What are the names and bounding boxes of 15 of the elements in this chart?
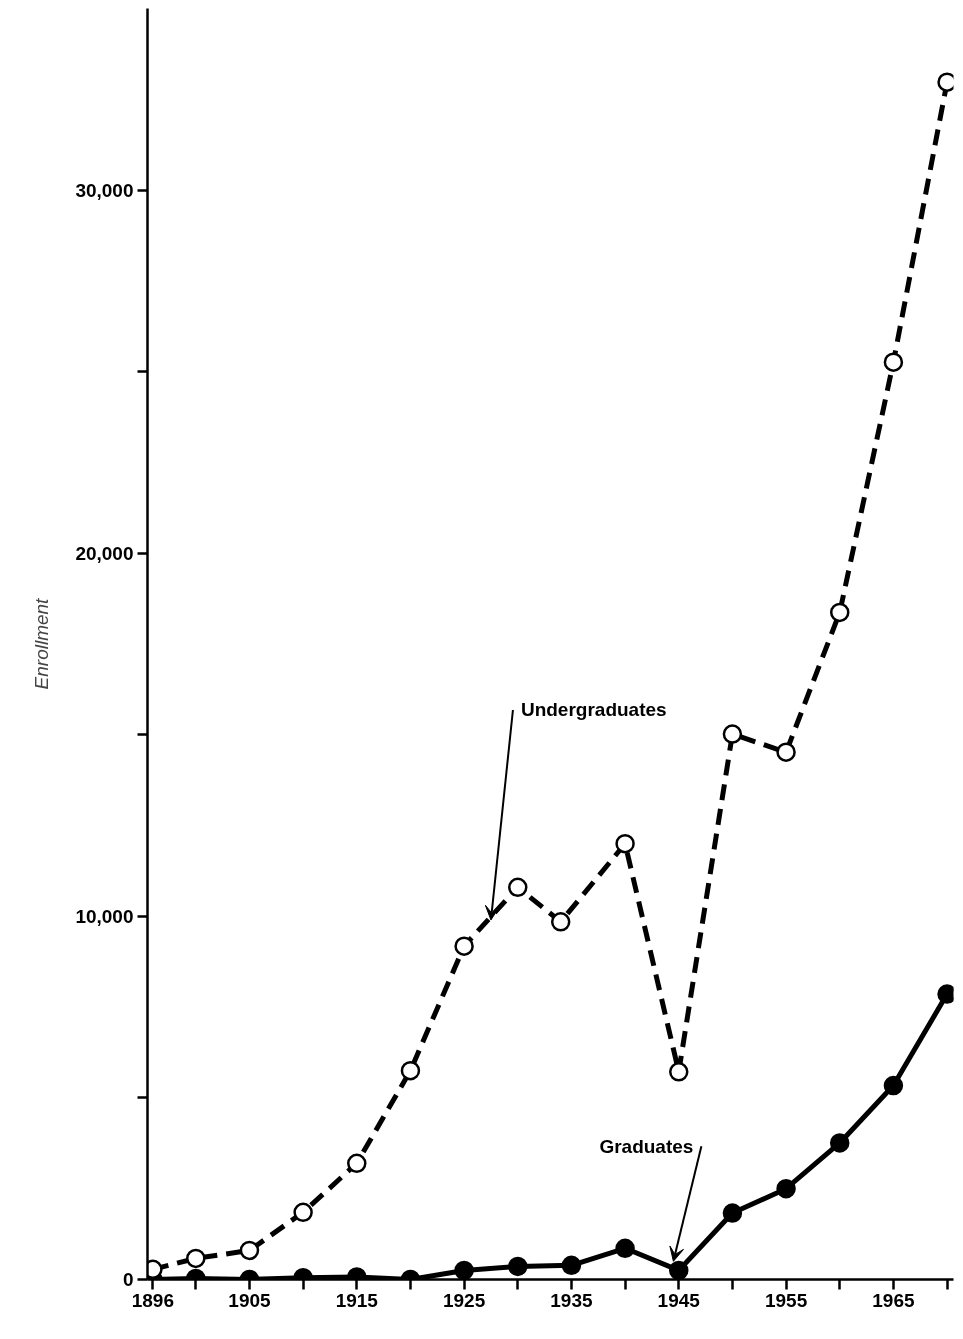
y-tick-label: 10,000 bbox=[75, 905, 134, 927]
annotation: Graduates bbox=[599, 1135, 694, 1157]
x-tick-label: 1955 bbox=[764, 1289, 808, 1311]
y-axis-title: Enrollment bbox=[31, 597, 53, 690]
y-tick-label: 0 bbox=[122, 1269, 134, 1290]
annotation: Undergraduates bbox=[520, 699, 667, 721]
x-tick-label: 1896 bbox=[131, 1289, 175, 1311]
y-tick-label: 20,000 bbox=[75, 542, 134, 564]
y-tick-label: 30,000 bbox=[75, 179, 134, 201]
x-tick-label: 1935 bbox=[550, 1289, 593, 1311]
x-tick-label: 1925 bbox=[442, 1289, 486, 1311]
x-tick-label: 1915 bbox=[335, 1289, 379, 1311]
x-tick-label: 1945 bbox=[657, 1289, 701, 1311]
x-tick-label: 1965 bbox=[872, 1289, 915, 1311]
x-tick-label: 1905 bbox=[228, 1289, 272, 1311]
